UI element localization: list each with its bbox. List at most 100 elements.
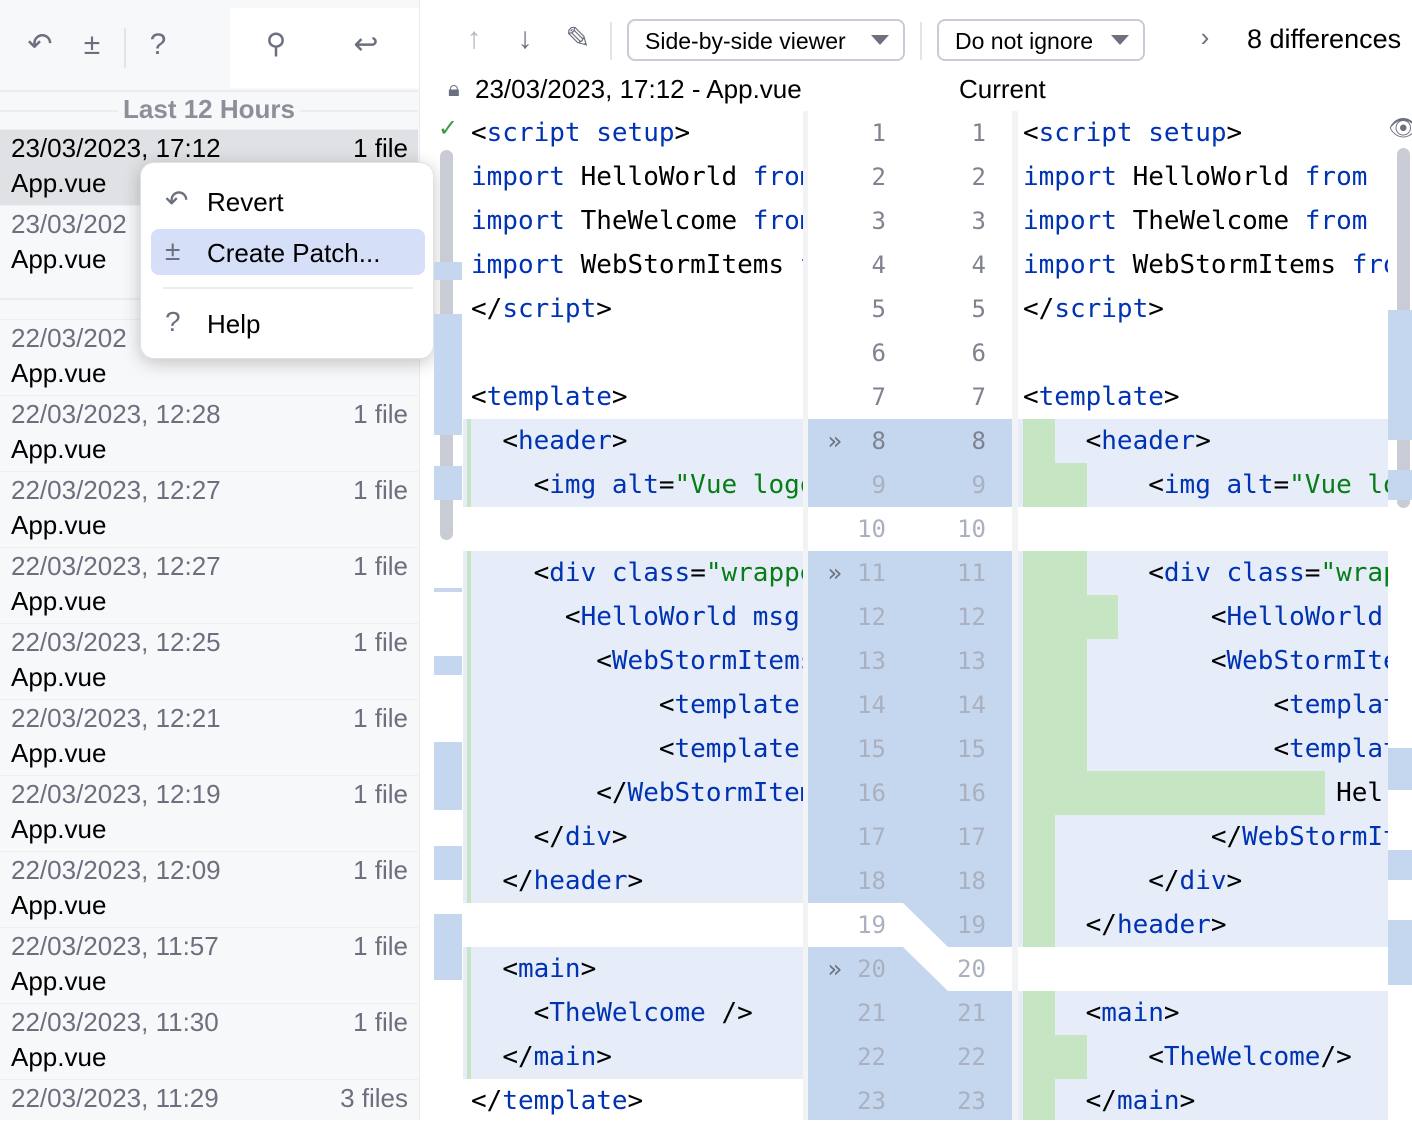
menu-item-revert[interactable]: ↶ Revert [151, 178, 425, 224]
history-entry[interactable]: 22/03/2023, 12:21 1 file App.vue [0, 699, 418, 775]
code-line[interactable]: <WebStormItems [1018, 639, 1388, 683]
code-line[interactable]: <header> [1018, 419, 1388, 463]
code-line[interactable]: </header> [463, 859, 803, 903]
change-marker [434, 262, 462, 280]
revert-icon[interactable]: ↶ [27, 28, 53, 61]
chevron-right-icon[interactable]: › [1200, 22, 1210, 52]
code-line[interactable]: </main> [1018, 1079, 1388, 1120]
code-line[interactable]: <header> [463, 419, 803, 463]
code-line[interactable]: </WebStormItems> [463, 771, 803, 815]
left-code-pane[interactable]: <script setup> import HelloWorld from impo… [463, 111, 803, 1120]
code-line[interactable]: import WebStormItems from [463, 243, 803, 287]
history-entry[interactable]: 22/03/2023, 11:57 1 file App.vue [0, 927, 418, 1003]
code-line[interactable]: <TheWelcome/> [1018, 1035, 1388, 1079]
code-line[interactable]: </main> [463, 1035, 803, 1079]
code-text: <template [658, 734, 800, 764]
code-line[interactable]: <HelloWorld msg [1018, 595, 1388, 639]
entry-file-count: 3 files [340, 1083, 408, 1113]
pane-divider [1012, 111, 1018, 1120]
code-line[interactable]: </template> [463, 1079, 803, 1120]
code-line[interactable]: <TheWelcome /> [463, 991, 803, 1035]
code-line[interactable]: import HelloWorld from [463, 155, 803, 199]
search-icon[interactable]: ⚲ [265, 28, 287, 59]
return-icon[interactable]: ↩ [353, 28, 379, 61]
eye-icon[interactable]: 👁︎ [1388, 115, 1412, 142]
right-line-number: 12 [957, 603, 986, 631]
code-line[interactable]: import TheWelcome from ' [1018, 199, 1388, 243]
right-line-number: 17 [957, 823, 986, 851]
patch-icon[interactable]: ± [83, 28, 101, 61]
code-line[interactable]: <template [463, 683, 803, 727]
menu-item-help[interactable]: ? Help [151, 300, 425, 346]
code-line[interactable]: <img alt="Vue logo" [463, 463, 803, 507]
code-line[interactable]: <template> [463, 375, 803, 419]
code-line[interactable]: <main> [1018, 991, 1388, 1035]
menu-label: Help [207, 309, 261, 339]
code-line[interactable]: <HelloWorld msg [463, 595, 803, 639]
apply-change-icon[interactable]: » [827, 427, 842, 455]
code-line[interactable]: </header> [1018, 903, 1388, 947]
history-entry[interactable]: 22/03/2023, 12:25 1 file App.vue [0, 623, 418, 699]
apply-change-icon[interactable]: » [827, 955, 842, 983]
code-text: </header> [1085, 910, 1227, 940]
arrow-down-icon[interactable]: ↓ [517, 22, 533, 55]
history-entry[interactable]: 22/03/2023, 12:27 1 file App.vue [0, 547, 418, 623]
code-line[interactable] [1018, 947, 1388, 991]
right-line-number: 13 [957, 647, 986, 675]
left-line-number: 21 [857, 999, 886, 1027]
code-line[interactable]: import WebStormItems from [1018, 243, 1388, 287]
code-line[interactable]: <img alt="Vue logo" [1018, 463, 1388, 507]
code-line[interactable] [1018, 507, 1388, 551]
entry-file-name: App.vue [11, 662, 107, 692]
code-line[interactable]: Hel [1018, 771, 1388, 815]
code-line[interactable]: <template> [1018, 375, 1388, 419]
history-entry[interactable]: 22/03/2023, 11:30 1 file App.vue [0, 1003, 418, 1079]
code-line[interactable]: <script setup> [1018, 111, 1388, 155]
code-line[interactable]: import TheWelcome from [463, 199, 803, 243]
change-marker [1388, 748, 1412, 790]
ignore-dropdown[interactable]: Do not ignore [937, 19, 1145, 61]
code-line[interactable]: </div> [1018, 859, 1388, 903]
menu-item-create-patch[interactable]: ± Create Patch... [151, 229, 425, 275]
code-line[interactable]: <template [1018, 727, 1388, 771]
viewer-dropdown[interactable]: Side-by-side viewer [627, 19, 905, 61]
code-text: import WebStormItems from [1023, 250, 1388, 280]
code-line[interactable]: </script> [1018, 287, 1388, 331]
arrow-up-icon[interactable]: ↑ [466, 22, 482, 55]
code-line[interactable]: <main> [463, 947, 803, 991]
code-line[interactable]: <WebStormItems [463, 639, 803, 683]
code-line[interactable]: </WebStormItems> [1018, 815, 1388, 859]
code-line[interactable] [463, 903, 803, 947]
code-line[interactable] [463, 507, 803, 551]
right-code-pane[interactable]: <script setup> import HelloWorld from ' im… [1018, 111, 1388, 1120]
code-line[interactable] [463, 331, 803, 375]
history-entry[interactable]: 22/03/2023, 12:28 1 file App.vue [0, 395, 418, 471]
code-line[interactable]: <template [1018, 683, 1388, 727]
history-entry[interactable]: 22/03/2023, 12:27 1 file App.vue [0, 471, 418, 547]
code-line[interactable]: <div class="wrapper" [1018, 551, 1388, 595]
help-icon[interactable]: ? [149, 28, 167, 61]
left-line-number: 17 [857, 823, 886, 851]
code-line[interactable]: </script> [463, 287, 803, 331]
code-line[interactable]: </div> [463, 815, 803, 859]
entry-file-name: App.vue [11, 890, 107, 920]
edit-icon[interactable]: ✎ [565, 22, 591, 55]
code-text: <script setup> [471, 118, 691, 148]
apply-change-icon[interactable]: » [827, 559, 842, 587]
right-line-number: 5 [971, 295, 986, 323]
left-line-number: 11 [857, 559, 886, 587]
history-entry[interactable]: 23/03/202 App.vue [0, 205, 418, 281]
history-entry[interactable]: 22/03/2023, 12:09 1 file App.vue [0, 851, 418, 927]
code-line[interactable]: import HelloWorld from ' [1018, 155, 1388, 199]
added-whitespace [1023, 1035, 1087, 1079]
history-entry[interactable]: 22/03/2023, 12:19 1 file App.vue [0, 775, 418, 851]
history-entry[interactable]: 22/03/2023, 11:29 3 files [0, 1079, 418, 1120]
history-entry[interactable]: 22/03/202 App.vue [0, 319, 418, 395]
code-line[interactable] [1018, 331, 1388, 375]
code-line[interactable]: <script setup> [463, 111, 803, 155]
code-line[interactable]: <div class="wrapper"> [463, 551, 803, 595]
code-text: <div class="wrapper"> [533, 558, 803, 588]
added-whitespace [1023, 991, 1055, 1035]
code-line[interactable]: <template [463, 727, 803, 771]
left-line-number: 23 [857, 1087, 886, 1115]
